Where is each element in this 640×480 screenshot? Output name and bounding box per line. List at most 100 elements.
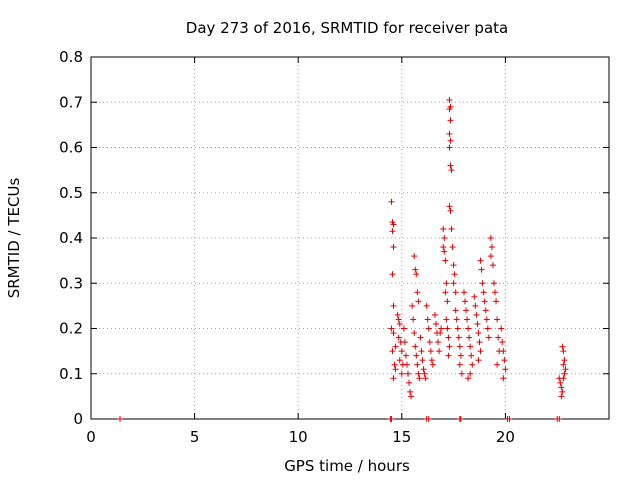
data-point [559, 343, 566, 350]
data-point [447, 137, 454, 144]
data-point [396, 357, 403, 364]
data-point [402, 352, 409, 359]
data-point [395, 334, 402, 341]
data-point [476, 339, 483, 346]
data-point [560, 361, 567, 368]
data-point [452, 307, 459, 314]
data-point [485, 334, 492, 341]
data-point [556, 416, 563, 422]
data-point [474, 320, 481, 327]
data-point [442, 257, 449, 264]
data-point [498, 325, 505, 332]
data-point [460, 289, 467, 296]
data-point [425, 416, 432, 422]
data-point [450, 262, 457, 269]
data-point [390, 244, 397, 251]
data-point [423, 302, 430, 309]
y-tick-label: 0.1 [59, 365, 83, 383]
data-point [458, 370, 465, 377]
data-point [392, 343, 399, 350]
data-point [418, 348, 425, 355]
data-point [456, 343, 463, 350]
y-axis-label: SRMTID / TECUs [5, 178, 23, 299]
data-point [487, 235, 494, 241]
data-point [432, 320, 439, 327]
data-point [407, 388, 414, 395]
data-point [395, 316, 402, 323]
data-point [417, 334, 424, 341]
data-point [465, 325, 472, 332]
data-point [475, 357, 482, 364]
data-point [453, 316, 460, 323]
x-tick-label: 10 [289, 428, 308, 446]
data-point [447, 207, 454, 214]
data-point [446, 144, 453, 151]
data-point [471, 293, 478, 300]
data-point [398, 370, 405, 377]
data-point [469, 361, 476, 368]
data-point [499, 339, 506, 346]
data-point [493, 298, 500, 305]
data-point [482, 307, 489, 314]
data-point [392, 366, 399, 373]
data-point [464, 316, 471, 323]
data-point [480, 289, 487, 296]
data-point [389, 228, 396, 235]
data-point [424, 316, 431, 323]
data-point [415, 298, 422, 305]
y-tick-label: 0.7 [59, 93, 83, 111]
data-point [401, 339, 408, 346]
data-point [492, 289, 499, 296]
data-point [481, 298, 488, 305]
x-axis-label: GPS time / hours [284, 457, 410, 475]
data-point [489, 262, 496, 269]
data-point [414, 289, 421, 296]
data-point [468, 352, 475, 359]
data-point [390, 375, 397, 382]
data-point [440, 225, 447, 232]
data-point [444, 298, 451, 305]
data-point [412, 266, 419, 273]
data-point [562, 366, 569, 373]
grid-layer [91, 57, 609, 419]
data-point [477, 257, 484, 264]
data-point [388, 198, 395, 205]
data-point [457, 352, 464, 359]
data-point [448, 225, 455, 232]
data-point [441, 235, 448, 241]
data-point [425, 325, 432, 332]
data-point [454, 325, 461, 332]
data-point [465, 375, 472, 382]
data-point [477, 348, 484, 355]
data-point [117, 416, 124, 422]
data-point [483, 316, 490, 323]
data-point [411, 330, 418, 337]
data-point [422, 375, 429, 382]
data-point [394, 311, 401, 318]
data-point [438, 325, 445, 332]
data-point [428, 357, 435, 364]
data-point [487, 253, 494, 260]
data-point [449, 244, 456, 251]
data-point [419, 357, 426, 364]
data-point [479, 280, 486, 287]
data-point [457, 416, 464, 422]
data-point [391, 361, 398, 368]
data-point [416, 375, 423, 382]
data-point [500, 348, 507, 355]
data-point [412, 343, 419, 350]
data-point [420, 366, 427, 373]
data-point [400, 325, 407, 332]
data-point [558, 393, 565, 400]
data-point [446, 106, 453, 113]
data-point [388, 325, 395, 332]
data-point [431, 311, 438, 318]
data-point [466, 334, 473, 341]
data-point [414, 361, 421, 368]
data-point [388, 416, 395, 422]
data-point [448, 167, 455, 174]
y-tick-label: 0.4 [59, 229, 83, 247]
data-point [500, 375, 507, 382]
data-point [447, 162, 454, 169]
